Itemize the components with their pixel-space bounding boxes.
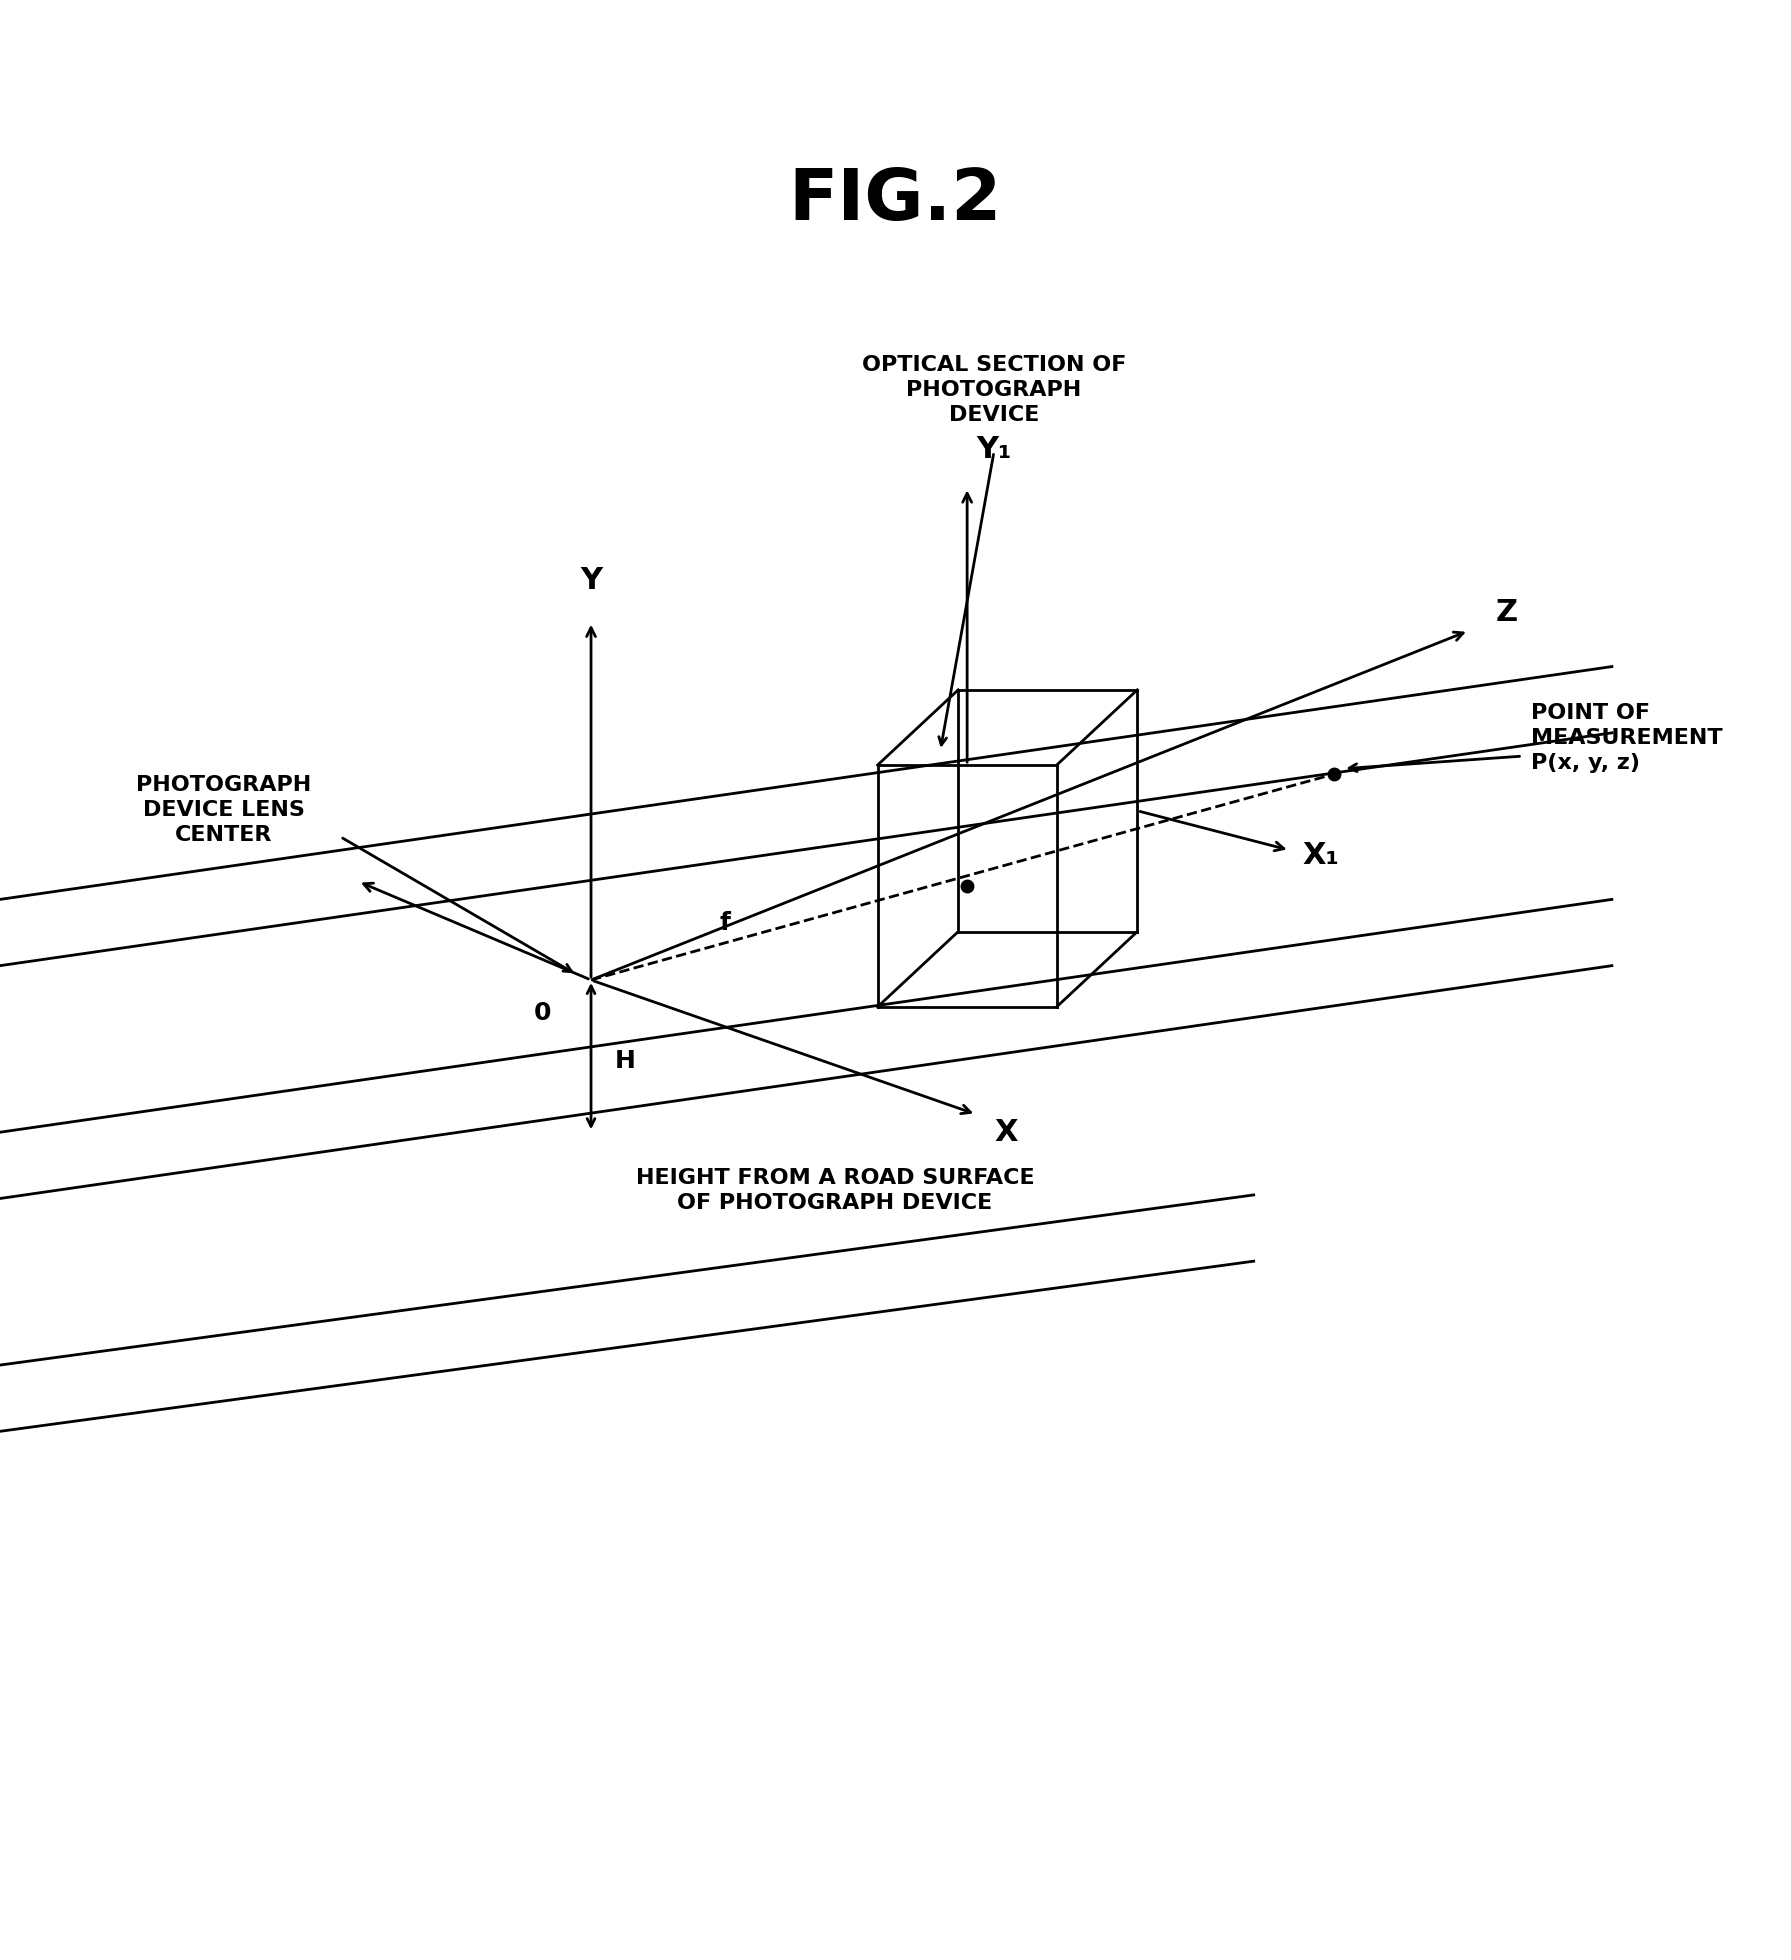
Text: X: X	[994, 1117, 1017, 1147]
Text: POINT OF
MEASUREMENT
P(x, y, z): POINT OF MEASUREMENT P(x, y, z)	[1531, 704, 1723, 772]
Text: Y₁: Y₁	[976, 435, 1012, 465]
Text: HEIGHT FROM A ROAD SURFACE
OF PHOTOGRAPH DEVICE: HEIGHT FROM A ROAD SURFACE OF PHOTOGRAPH…	[636, 1168, 1035, 1213]
Text: H: H	[614, 1049, 636, 1072]
Text: FIG.2: FIG.2	[788, 167, 1003, 235]
Text: 0: 0	[534, 1002, 552, 1025]
Text: f: f	[720, 911, 731, 935]
Text: PHOTOGRAPH
DEVICE LENS
CENTER: PHOTOGRAPH DEVICE LENS CENTER	[136, 774, 312, 845]
Text: Z: Z	[1495, 598, 1517, 627]
Text: Y: Y	[580, 566, 602, 596]
Text: X₁: X₁	[1302, 841, 1340, 870]
Text: OPTICAL SECTION OF
PHOTOGRAPH
DEVICE: OPTICAL SECTION OF PHOTOGRAPH DEVICE	[861, 355, 1127, 425]
